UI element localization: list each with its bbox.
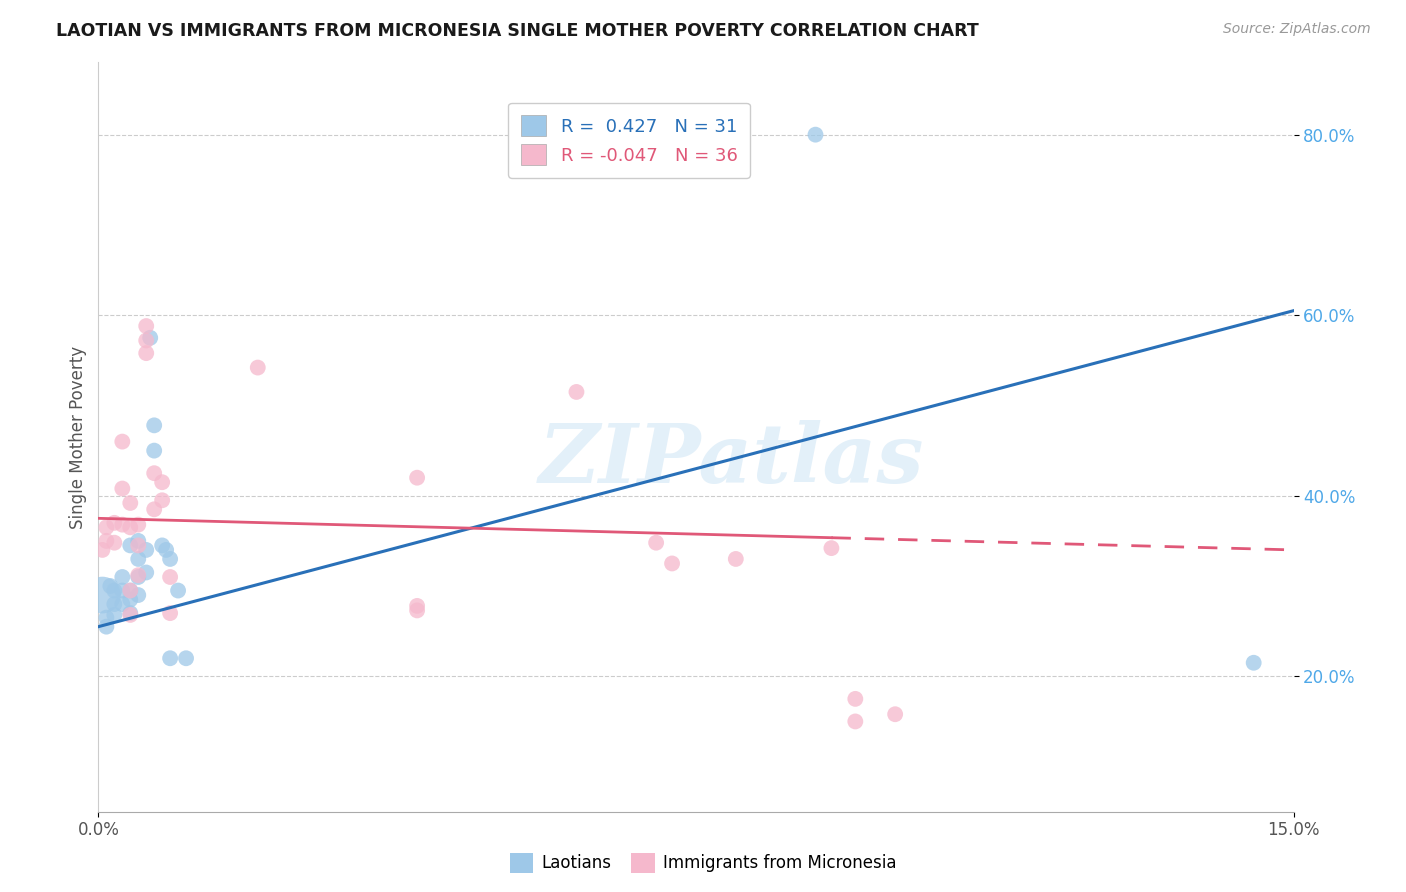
Point (167, 583, 190, 598)
Point (844, 691, 866, 706)
Point (724, 552, 747, 566)
Point (120, 583, 142, 598)
Point (159, 570, 181, 584)
Point (645, 535, 668, 549)
Point (103, 597, 125, 611)
Point (120, 538, 142, 552)
Point (127, 533, 149, 548)
Point (111, 434, 134, 449)
Point (844, 714, 866, 729)
Point (120, 592, 142, 607)
Point (661, 557, 683, 571)
Point (820, 541, 842, 555)
Point (139, 331, 162, 345)
Text: ZIPatlas: ZIPatlas (538, 419, 925, 500)
Point (103, 516, 125, 530)
Point (96, 533, 118, 548)
Point (143, 418, 166, 433)
Point (96, 620, 118, 634)
Point (111, 583, 134, 598)
Point (884, 707, 907, 722)
Point (135, 334, 157, 348)
Point (96, 520, 118, 534)
Point (103, 583, 125, 598)
Point (91, 543, 114, 558)
Point (159, 606, 181, 620)
Point (155, 543, 177, 558)
Point (406, 599, 429, 613)
Point (111, 482, 134, 496)
Point (150, 493, 173, 508)
Legend: R =  0.427   N = 31, R = -0.047   N = 36: R = 0.427 N = 31, R = -0.047 N = 36 (508, 103, 749, 178)
Point (120, 606, 142, 620)
Text: LAOTIAN VS IMMIGRANTS FROM MICRONESIA SINGLE MOTHER POVERTY CORRELATION CHART: LAOTIAN VS IMMIGRANTS FROM MICRONESIA SI… (56, 22, 979, 40)
Point (127, 517, 149, 532)
Point (91, 588, 114, 602)
Point (174, 651, 197, 665)
Point (143, 466, 166, 480)
Point (406, 603, 429, 617)
Point (804, 128, 827, 142)
Point (150, 475, 173, 490)
Point (159, 552, 181, 566)
Point (127, 588, 149, 602)
Legend: Laotians, Immigrants from Micronesia: Laotians, Immigrants from Micronesia (503, 847, 903, 880)
Point (565, 384, 588, 399)
Point (96, 610, 118, 624)
Point (120, 496, 142, 510)
Point (143, 443, 166, 458)
Point (103, 607, 125, 622)
Point (103, 535, 125, 549)
Point (159, 651, 181, 665)
Point (111, 570, 134, 584)
Point (135, 566, 157, 580)
Point (111, 517, 134, 532)
Point (127, 538, 149, 552)
Point (135, 346, 157, 360)
Point (127, 568, 149, 582)
Point (120, 607, 142, 622)
Y-axis label: Single Mother Poverty: Single Mother Poverty (69, 345, 87, 529)
Text: Source: ZipAtlas.com: Source: ZipAtlas.com (1223, 22, 1371, 37)
Point (127, 570, 149, 584)
Point (135, 543, 157, 558)
Point (98, 579, 122, 593)
Point (150, 538, 173, 552)
Point (111, 597, 134, 611)
Point (246, 360, 269, 375)
Point (135, 319, 157, 334)
Point (143, 502, 166, 516)
Point (120, 520, 142, 534)
Point (127, 552, 149, 566)
Point (120, 583, 142, 598)
Point (1243, 656, 1265, 670)
Point (406, 471, 429, 485)
